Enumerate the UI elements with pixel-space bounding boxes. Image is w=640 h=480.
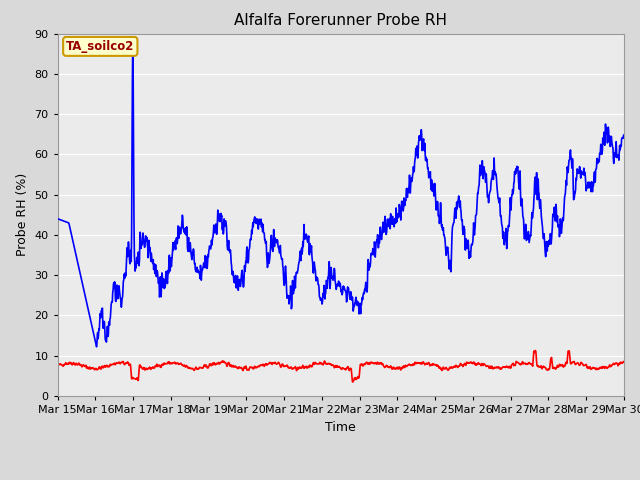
Title: Alfalfa Forerunner Probe RH: Alfalfa Forerunner Probe RH [234,13,447,28]
Y-axis label: Probe RH (%): Probe RH (%) [16,173,29,256]
Text: TA_soilco2: TA_soilco2 [66,40,134,53]
X-axis label: Time: Time [325,420,356,433]
